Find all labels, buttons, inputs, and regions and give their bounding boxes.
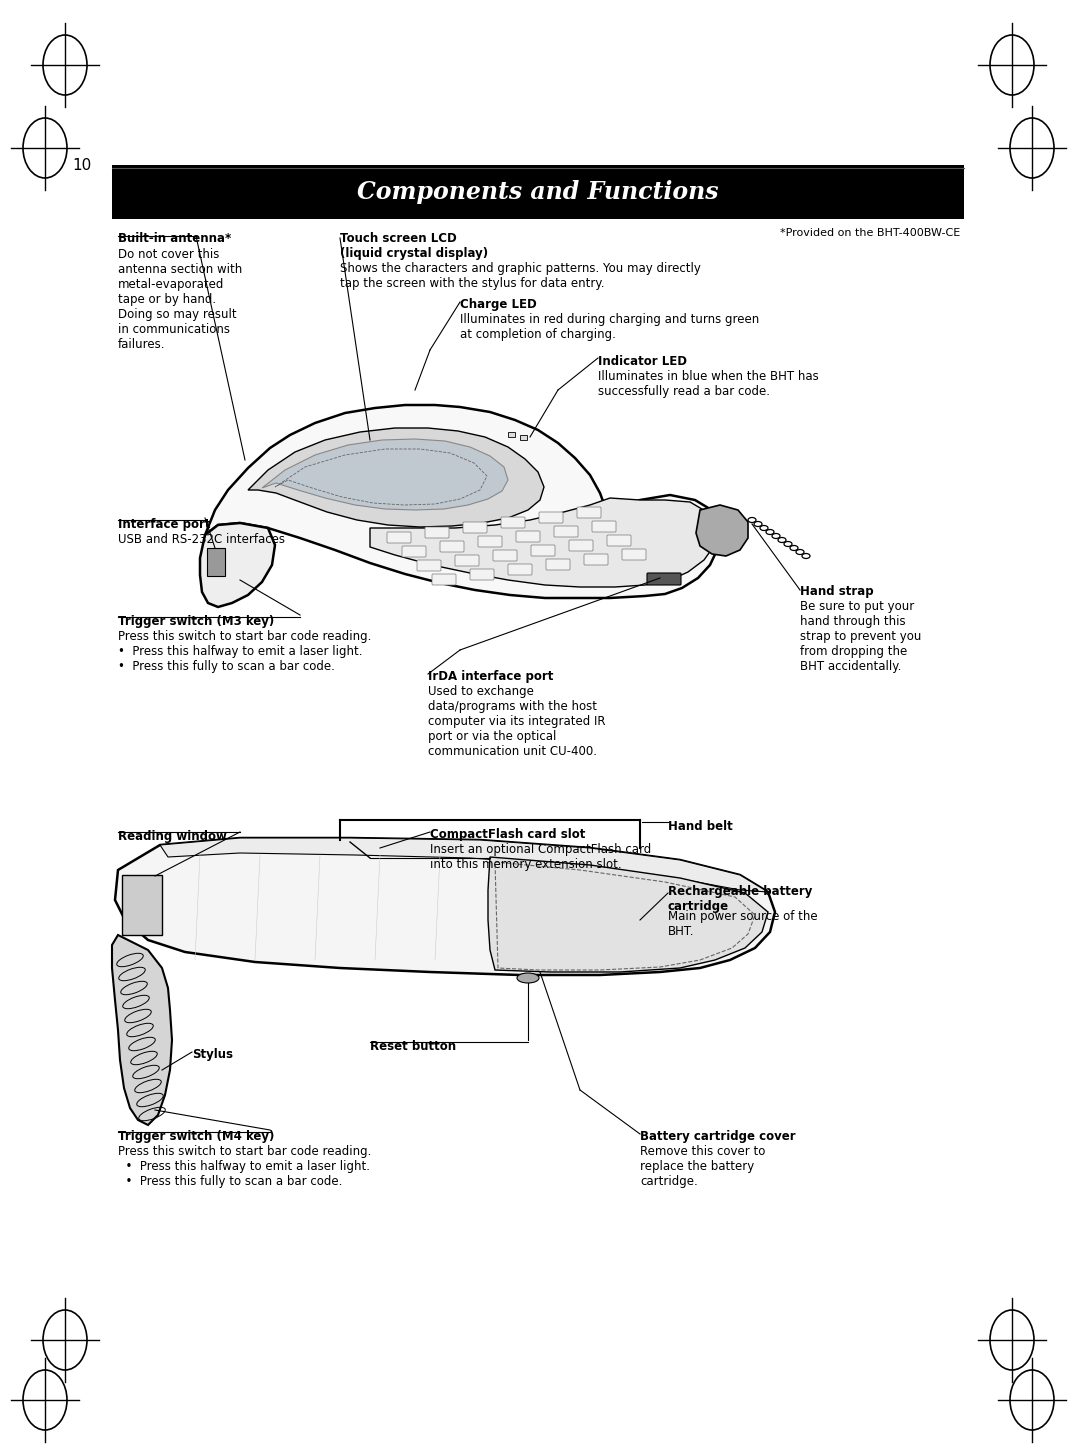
FancyBboxPatch shape — [554, 526, 578, 537]
Text: *Provided on the BHT-400BW-CE: *Provided on the BHT-400BW-CE — [780, 228, 960, 238]
FancyBboxPatch shape — [478, 536, 502, 547]
Polygon shape — [489, 856, 768, 972]
Polygon shape — [200, 523, 275, 606]
FancyBboxPatch shape — [577, 507, 601, 518]
Text: Hand belt: Hand belt — [668, 820, 733, 833]
FancyBboxPatch shape — [508, 565, 532, 575]
FancyBboxPatch shape — [402, 546, 426, 557]
FancyBboxPatch shape — [425, 527, 449, 539]
Text: Charge LED: Charge LED — [461, 297, 537, 310]
Text: CompactFlash card slot: CompactFlash card slot — [430, 827, 585, 840]
Polygon shape — [247, 427, 544, 527]
Polygon shape — [696, 505, 748, 556]
Text: Do not cover this
antenna section with
metal-evaporated
tape or by hand.
Doing s: Do not cover this antenna section with m… — [118, 248, 242, 351]
Text: 10: 10 — [72, 157, 91, 173]
Polygon shape — [370, 498, 718, 588]
FancyBboxPatch shape — [592, 521, 615, 531]
Text: Remove this cover to
replace the battery
cartridge.: Remove this cover to replace the battery… — [640, 1145, 765, 1188]
FancyBboxPatch shape — [207, 549, 225, 576]
Text: Interface port: Interface port — [118, 518, 211, 531]
Text: Battery cartridge cover: Battery cartridge cover — [640, 1131, 795, 1144]
Polygon shape — [112, 936, 172, 1125]
Text: Built-in antenna*: Built-in antenna* — [118, 232, 231, 245]
FancyBboxPatch shape — [622, 549, 646, 560]
FancyBboxPatch shape — [539, 513, 563, 523]
Ellipse shape — [516, 973, 539, 983]
FancyBboxPatch shape — [463, 521, 487, 533]
FancyBboxPatch shape — [112, 165, 964, 219]
Text: Components and Functions: Components and Functions — [357, 180, 719, 204]
FancyBboxPatch shape — [431, 575, 456, 585]
Text: Touch screen LCD
(liquid crystal display): Touch screen LCD (liquid crystal display… — [340, 232, 489, 260]
FancyBboxPatch shape — [493, 550, 516, 562]
FancyBboxPatch shape — [455, 554, 479, 566]
Text: IrDA interface port: IrDA interface port — [428, 670, 553, 683]
Polygon shape — [115, 838, 775, 975]
Polygon shape — [160, 838, 768, 892]
FancyBboxPatch shape — [470, 569, 494, 580]
FancyBboxPatch shape — [501, 517, 525, 529]
Text: Stylus: Stylus — [192, 1048, 233, 1061]
Text: Used to exchange
data/programs with the host
computer via its integrated IR
port: Used to exchange data/programs with the … — [428, 684, 606, 758]
Polygon shape — [206, 404, 720, 598]
Text: Trigger switch (M4 key): Trigger switch (M4 key) — [118, 1131, 274, 1144]
Polygon shape — [261, 439, 508, 510]
Text: Press this switch to start bar code reading.
  •  Press this halfway to emit a l: Press this switch to start bar code read… — [118, 1145, 371, 1188]
Text: Reset button: Reset button — [370, 1040, 456, 1053]
Text: Press this switch to start bar code reading.
•  Press this halfway to emit a las: Press this switch to start bar code read… — [118, 630, 371, 673]
FancyBboxPatch shape — [584, 554, 608, 565]
FancyBboxPatch shape — [647, 573, 681, 585]
Text: Illuminates in blue when the BHT has
successfully read a bar code.: Illuminates in blue when the BHT has suc… — [598, 370, 819, 399]
FancyBboxPatch shape — [530, 544, 555, 556]
FancyBboxPatch shape — [607, 534, 631, 546]
Text: Rechargeable battery
cartridge: Rechargeable battery cartridge — [668, 885, 812, 913]
Text: Trigger switch (M3 key): Trigger switch (M3 key) — [118, 615, 274, 628]
FancyBboxPatch shape — [508, 432, 515, 438]
FancyBboxPatch shape — [440, 542, 464, 552]
FancyBboxPatch shape — [417, 560, 441, 570]
FancyBboxPatch shape — [546, 559, 570, 570]
Text: Insert an optional CompactFlash card
into this memory extension slot.: Insert an optional CompactFlash card int… — [430, 843, 651, 871]
FancyBboxPatch shape — [387, 531, 411, 543]
Text: Shows the characters and graphic patterns. You may directly
tap the screen with : Shows the characters and graphic pattern… — [340, 261, 700, 290]
FancyBboxPatch shape — [569, 540, 593, 552]
FancyBboxPatch shape — [122, 875, 162, 936]
Text: Illuminates in red during charging and turns green
at completion of charging.: Illuminates in red during charging and t… — [461, 313, 760, 341]
Text: USB and RS-232C interfaces: USB and RS-232C interfaces — [118, 533, 285, 546]
Text: Reading window: Reading window — [118, 830, 227, 843]
Text: Hand strap: Hand strap — [799, 585, 874, 598]
Text: Be sure to put your
hand through this
strap to prevent you
from dropping the
BHT: Be sure to put your hand through this st… — [799, 601, 921, 673]
FancyBboxPatch shape — [520, 435, 527, 440]
Text: Indicator LED: Indicator LED — [598, 355, 686, 368]
FancyBboxPatch shape — [516, 531, 540, 542]
Text: Main power source of the
BHT.: Main power source of the BHT. — [668, 910, 818, 939]
